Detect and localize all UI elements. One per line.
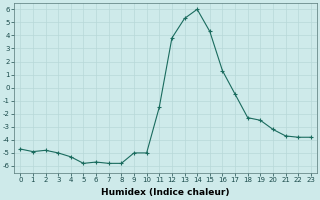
X-axis label: Humidex (Indice chaleur): Humidex (Indice chaleur) (101, 188, 230, 197)
